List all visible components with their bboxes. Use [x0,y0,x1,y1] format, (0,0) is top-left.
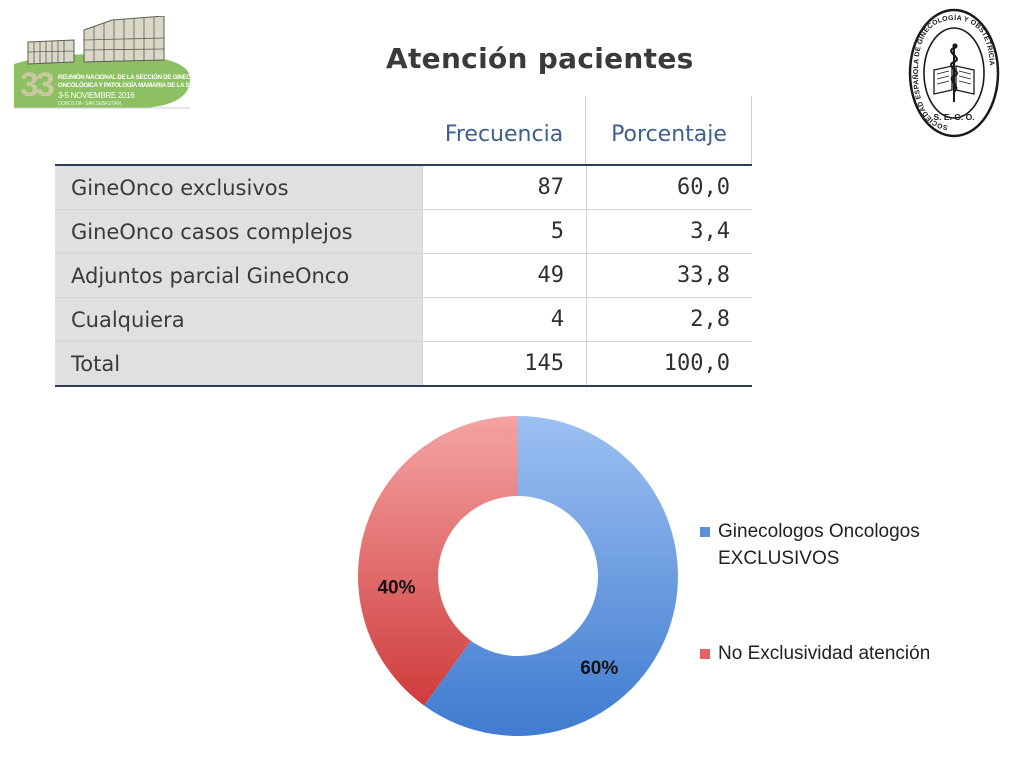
table-row: GineOnco exclusivos 87 60,0 [55,166,752,210]
row-porcentaje: 2,8 [586,298,752,341]
table-row-total: Total 145 100,0 [55,342,752,387]
row-frecuencia: 87 [422,166,586,209]
conference-text: REUNIÓN NACIONAL DE LA SECCIÓN DE GINECO… [58,74,214,108]
conference-logo: 33 REUNIÓN NACIONAL DE LA SECCIÓN DE GIN… [14,16,214,110]
legend-label: No Exclusividad atención [718,643,931,664]
legend-item: Ginecologos Oncologos EXCLUSIVOS [700,518,958,572]
header-divider [585,96,586,164]
row-porcentaje: 33,8 [586,254,752,297]
row-label: Adjuntos parcial GineOnco [55,254,422,297]
slide-title: Atención pacientes [386,42,694,75]
legend-label: Ginecologos Oncologos EXCLUSIVOS [718,521,920,569]
header-divider [751,96,752,164]
conference-line-2: ONCOLÓGICA Y PATOLOGÍA MAMARIA DE LA SEG… [58,82,202,89]
legend-swatch [700,527,710,537]
conference-number: 33 [20,66,55,104]
row-porcentaje: 100,0 [586,342,752,385]
table-row: Cualquiera 4 2,8 [55,298,752,342]
donut-data-label: 40% [377,578,415,599]
table-row: Adjuntos parcial GineOnco 49 33,8 [55,254,752,298]
row-label: Total [55,342,422,385]
header-frecuencia: Frecuencia [444,121,564,147]
row-frecuencia: 5 [422,210,586,253]
conference-dates: 3-5 NOVIEMBRE 2016 [58,91,135,100]
row-label: GineOnco exclusivos [55,166,422,209]
row-porcentaje: 3,4 [586,210,752,253]
row-frecuencia: 49 [422,254,586,297]
row-frecuencia: 145 [422,342,586,385]
sego-seal: SOCIEDAD ESPAÑOLA DE GINECOLOGÍA Y OBSTE… [908,6,1000,140]
donut-data-label: 60% [580,658,618,679]
conference-city: DONOSTIA - SAN SEBASTIÁN [58,101,121,107]
conference-line-1: REUNIÓN NACIONAL DE LA SECCIÓN DE GINECO… [58,74,214,81]
legend-item: No Exclusividad atención [700,640,930,667]
row-label: Cualquiera [55,298,422,341]
sego-seal-graphic: SOCIEDAD ESPAÑOLA DE GINECOLOGÍA Y OBSTE… [908,8,1000,138]
table-row: GineOnco casos complejos 5 3,4 [55,210,752,254]
header-porcentaje: Porcentaje [611,121,727,147]
row-label: GineOnco casos complejos [55,210,422,253]
donut-slice [358,416,518,706]
row-frecuencia: 4 [422,298,586,341]
frequency-table: Frecuencia Porcentaje GineOnco exclusivo… [55,96,752,387]
conference-logo-graphic [14,16,191,109]
legend-swatch [700,649,710,659]
seal-acronym: S. E. G. O. [933,112,974,122]
row-porcentaje: 60,0 [586,166,752,209]
table-header: Frecuencia Porcentaje [55,96,752,166]
donut-slice [423,416,678,737]
